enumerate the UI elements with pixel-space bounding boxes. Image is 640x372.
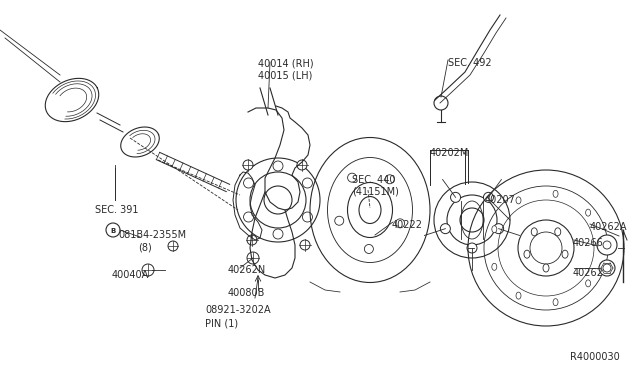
Text: SEC. 492: SEC. 492 xyxy=(448,58,492,68)
Circle shape xyxy=(440,224,451,234)
Circle shape xyxy=(364,244,373,253)
Circle shape xyxy=(300,240,310,250)
Circle shape xyxy=(247,252,259,264)
Circle shape xyxy=(493,224,504,234)
Text: 40222: 40222 xyxy=(392,220,423,230)
Ellipse shape xyxy=(492,226,497,233)
Ellipse shape xyxy=(516,197,521,204)
Text: 40040A: 40040A xyxy=(112,270,149,280)
Circle shape xyxy=(483,192,493,202)
Ellipse shape xyxy=(598,244,604,251)
Ellipse shape xyxy=(524,250,530,258)
Circle shape xyxy=(335,216,344,225)
Text: 40080B: 40080B xyxy=(228,288,266,298)
Text: SEC. 391: SEC. 391 xyxy=(95,205,138,215)
Ellipse shape xyxy=(553,299,558,306)
Circle shape xyxy=(142,264,154,276)
Circle shape xyxy=(603,241,611,249)
Circle shape xyxy=(599,260,615,276)
Circle shape xyxy=(247,235,257,245)
Ellipse shape xyxy=(553,190,558,197)
Text: 40262: 40262 xyxy=(573,268,604,278)
Text: (8): (8) xyxy=(138,243,152,253)
Ellipse shape xyxy=(586,280,591,287)
Text: 40014 (RH): 40014 (RH) xyxy=(258,58,314,68)
Text: R4000030: R4000030 xyxy=(570,352,620,362)
Text: 40202M: 40202M xyxy=(430,148,469,158)
Circle shape xyxy=(396,219,404,228)
Circle shape xyxy=(243,160,253,170)
Circle shape xyxy=(434,96,448,110)
Text: 40207: 40207 xyxy=(485,195,516,205)
Text: B: B xyxy=(110,228,116,234)
Text: 40262N: 40262N xyxy=(228,265,266,275)
Circle shape xyxy=(597,235,617,255)
Circle shape xyxy=(603,264,611,272)
Text: PIN (1): PIN (1) xyxy=(205,318,238,328)
Ellipse shape xyxy=(586,209,591,216)
Ellipse shape xyxy=(516,292,521,299)
Ellipse shape xyxy=(492,263,497,270)
Text: 40266: 40266 xyxy=(573,238,604,248)
Circle shape xyxy=(297,160,307,170)
Ellipse shape xyxy=(543,264,549,272)
Circle shape xyxy=(467,243,477,253)
Text: 08921-3202A: 08921-3202A xyxy=(205,305,271,315)
Text: 40015 (LH): 40015 (LH) xyxy=(258,70,312,80)
Text: (41151M): (41151M) xyxy=(352,187,399,197)
Text: 081B4-2355M: 081B4-2355M xyxy=(118,230,186,240)
Circle shape xyxy=(168,241,178,251)
Circle shape xyxy=(348,173,356,182)
Text: 40262A: 40262A xyxy=(590,222,627,232)
Circle shape xyxy=(385,175,394,184)
Text: SEC. 440: SEC. 440 xyxy=(352,175,396,185)
Ellipse shape xyxy=(555,228,561,236)
Ellipse shape xyxy=(562,250,568,258)
Circle shape xyxy=(451,192,461,202)
Ellipse shape xyxy=(531,228,537,236)
